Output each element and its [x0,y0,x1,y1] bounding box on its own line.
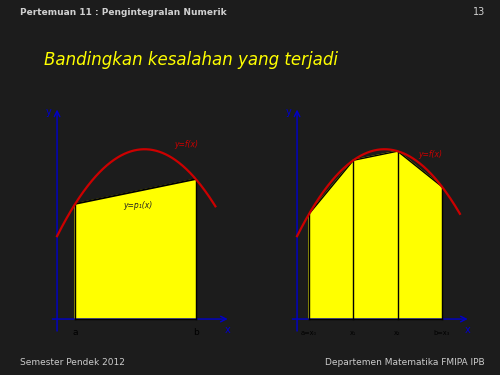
Text: b=x₃: b=x₃ [434,330,450,336]
Text: x: x [224,325,230,335]
Text: a: a [72,328,78,337]
Text: 13: 13 [473,7,485,17]
Text: Bandingkan kesalahan yang terjadi: Bandingkan kesalahan yang terjadi [44,51,338,69]
Text: Semester Pendek 2012: Semester Pendek 2012 [20,358,125,368]
Text: x₂: x₂ [394,330,401,336]
Polygon shape [309,160,354,319]
Polygon shape [75,179,196,319]
Text: y=f(x): y=f(x) [418,150,442,159]
Text: y: y [46,107,52,117]
Polygon shape [354,151,398,319]
Text: Pertemuan 11 : Pengintegralan Numerik: Pertemuan 11 : Pengintegralan Numerik [20,8,227,16]
Text: a=x₀: a=x₀ [301,330,317,336]
Polygon shape [398,151,442,319]
Text: Departemen Matematika FMIPA IPB: Departemen Matematika FMIPA IPB [326,358,485,368]
Text: y: y [286,107,292,117]
Text: x₁: x₁ [350,330,356,336]
Text: b: b [193,328,198,337]
Text: y=p₁(x): y=p₁(x) [124,201,152,210]
Text: x: x [464,325,470,335]
Text: y=f(x): y=f(x) [174,140,199,149]
